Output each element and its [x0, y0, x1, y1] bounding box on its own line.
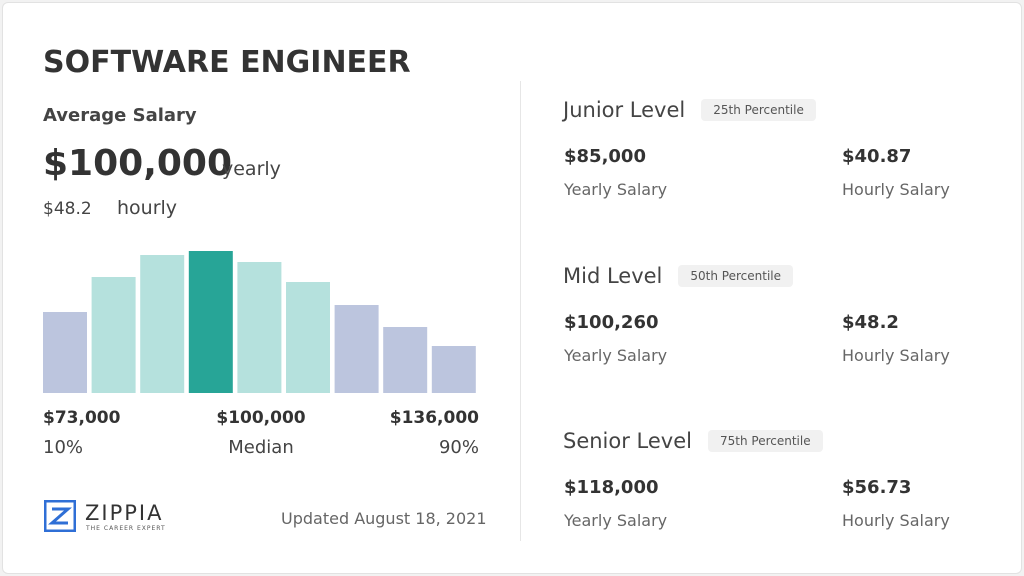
- yearly-value: $85,000: [564, 146, 646, 167]
- average-amount: $100,000: [43, 143, 233, 184]
- bar: [334, 305, 379, 393]
- yearly-label: Yearly Salary: [564, 511, 668, 530]
- range-note: 10%: [43, 437, 84, 458]
- hourly-amount: $48.2: [43, 199, 92, 219]
- range-note: 90%: [438, 437, 479, 458]
- logo-name: ZIPPIA: [85, 501, 164, 525]
- hourly-label: Hourly Salary: [842, 345, 950, 365]
- percentile-pill: 50th Percentile: [678, 264, 794, 287]
- level-name: Mid Level: [563, 263, 663, 288]
- logo-icon: [44, 500, 76, 532]
- range-amount: $73,000: [43, 408, 121, 428]
- bar: [431, 346, 476, 393]
- hourly-label: Hourly Salary: [842, 180, 950, 199]
- bar: [383, 327, 428, 393]
- yearly-value: $100,260: [564, 311, 659, 333]
- percentile-pill: 75th Percentile: [707, 430, 823, 452]
- percentile-pill: 25th Percentile: [701, 99, 816, 121]
- bar: [91, 277, 136, 393]
- yearly-label: Yearly Salary: [564, 180, 668, 199]
- level-name: Junior Level: [563, 98, 686, 122]
- bar: [188, 251, 233, 393]
- bar: [237, 262, 282, 393]
- range-amount: $100,000: [216, 408, 306, 428]
- yearly-label: Yearly Salary: [564, 345, 668, 365]
- range-note: Median: [228, 437, 294, 458]
- title: SOFTWARE ENGINEER: [43, 45, 411, 80]
- hourly-label: Hourly Salary: [842, 511, 950, 530]
- range-amount: $136,000: [389, 408, 479, 428]
- updated: Updated August 18, 2021: [281, 509, 487, 528]
- average-label: Average Salary: [43, 105, 197, 126]
- bar: [140, 255, 185, 393]
- bar: [286, 282, 330, 393]
- hourly-value: $48.2: [842, 311, 899, 333]
- divider: [520, 81, 521, 541]
- hourly-value: $56.73: [842, 477, 912, 498]
- hourly-unit: hourly: [117, 197, 178, 219]
- average-unit: yearly: [222, 158, 281, 180]
- logo-tagline: THE CAREER EXPERT: [86, 525, 166, 532]
- histogram: [43, 251, 476, 393]
- hourly-value: $40.87: [842, 146, 912, 167]
- yearly-value: $118,000: [564, 477, 659, 498]
- level-name: Senior Level: [563, 429, 692, 453]
- bar: [43, 312, 87, 393]
